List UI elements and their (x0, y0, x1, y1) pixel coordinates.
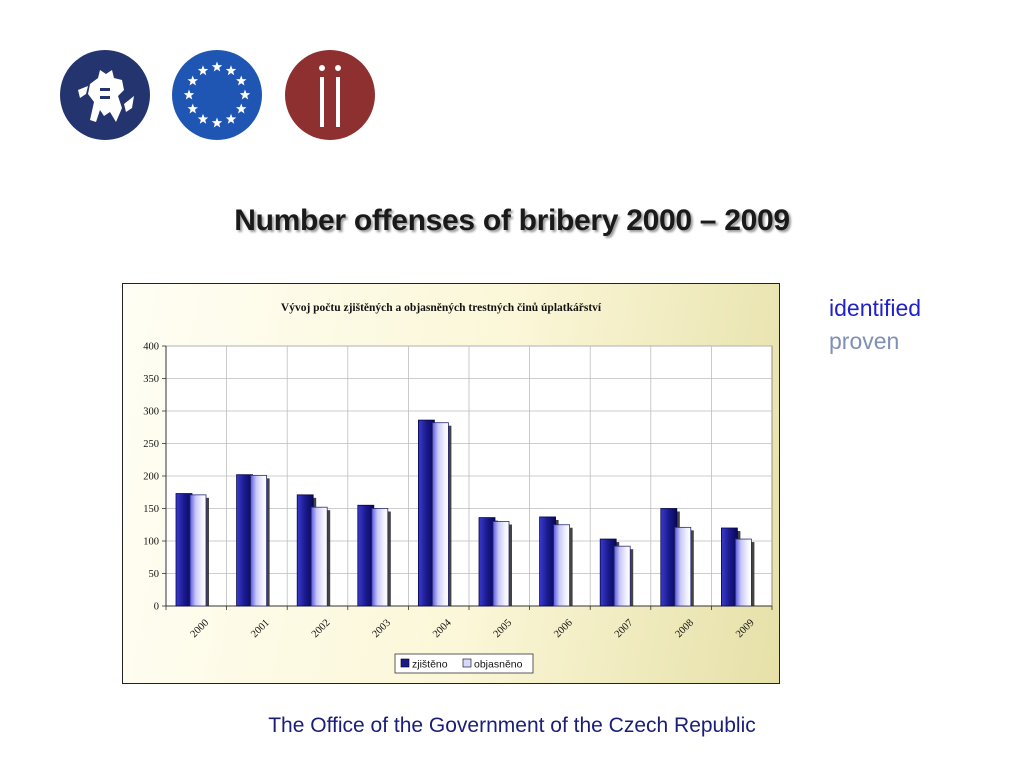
eu-star-icon (183, 89, 195, 100)
x-tick-label: 2004 (431, 617, 454, 640)
eu-star-icon (197, 65, 209, 76)
bar-zjištěno-2006 (539, 516, 557, 607)
bar-objasněno-2009 (735, 538, 752, 607)
bar-objasněno-2008 (674, 526, 692, 607)
legend-swatch-identified (400, 658, 410, 668)
y-tick-label: 200 (143, 472, 159, 483)
eu-star-icon (236, 75, 247, 86)
y-tick-label: 50 (149, 569, 160, 580)
legend-swatch-proven (462, 658, 472, 668)
x-tick-label: 2005 (492, 617, 515, 640)
bar-zjištěno-2003 (357, 504, 375, 607)
y-tick-label: 100 (143, 537, 159, 548)
bar-objasněno-2006 (553, 524, 571, 607)
legend-text-identified: zjištěno (412, 659, 448, 671)
x-tick-label: 2000 (189, 617, 212, 640)
y-tick-label: 0 (154, 602, 159, 613)
x-tick-label: 2008 (673, 617, 696, 640)
x-tick-label: 2006 (552, 617, 575, 640)
ii-monogram-icon (285, 50, 375, 140)
bar-zjištěno-2007 (599, 538, 617, 607)
eu-star-icon (197, 113, 209, 124)
legend-label-identified: identified (829, 295, 922, 321)
bar-objasněno-2005 (492, 521, 510, 607)
bar-objasněno-2004 (431, 422, 449, 607)
x-tick-label: 2003 (370, 617, 393, 640)
y-tick-label: 350 (143, 374, 159, 385)
bar-objasněno-2003 (371, 508, 389, 607)
footer-text: The Office of the Government of the Czec… (268, 714, 756, 737)
bribery-chart: Vývoj počtu zjištěných a objasněných tre… (143, 301, 773, 674)
y-tick-label: 400 (143, 342, 159, 353)
slide-title: Number offenses of bribery 2000 – 2009 (234, 204, 790, 237)
y-tick-label: 250 (143, 439, 159, 450)
chart-title: Vývoj počtu zjištěných a objasněných tre… (281, 301, 602, 314)
eu-stars-icon (172, 50, 262, 140)
bar-objasněno-2007 (613, 545, 631, 607)
x-tick-label: 2009 (734, 617, 757, 640)
lion-emblem-icon (60, 50, 150, 140)
eu-star-icon (225, 113, 237, 124)
bar-zjištěno-2008 (660, 508, 678, 607)
eu-star-icon (211, 61, 223, 72)
eu-star-icon (236, 103, 247, 114)
eu-star-icon (211, 117, 223, 128)
y-tick-label: 150 (143, 504, 159, 515)
y-tick-label: 300 (143, 407, 159, 418)
bar-zjištěno-2009 (721, 527, 738, 607)
bar-objasněno-2002 (310, 506, 328, 607)
bar-objasněno-2000 (189, 494, 207, 607)
chart-frame: Vývoj počtu zjištěných a objasněných tre… (122, 283, 780, 684)
x-tick-label: 2002 (310, 617, 333, 640)
eu-star-icon (187, 103, 198, 114)
eu-star-icon (225, 65, 237, 76)
x-tick-label: 2001 (249, 617, 272, 640)
legend-text-proven: objasněno (474, 659, 523, 671)
eu-star-icon (239, 89, 251, 100)
bar-objasněno-2001 (250, 474, 267, 607)
x-tick-label: 2007 (613, 617, 636, 640)
legend-label-proven: proven (829, 328, 900, 354)
eu-star-icon (187, 75, 198, 86)
